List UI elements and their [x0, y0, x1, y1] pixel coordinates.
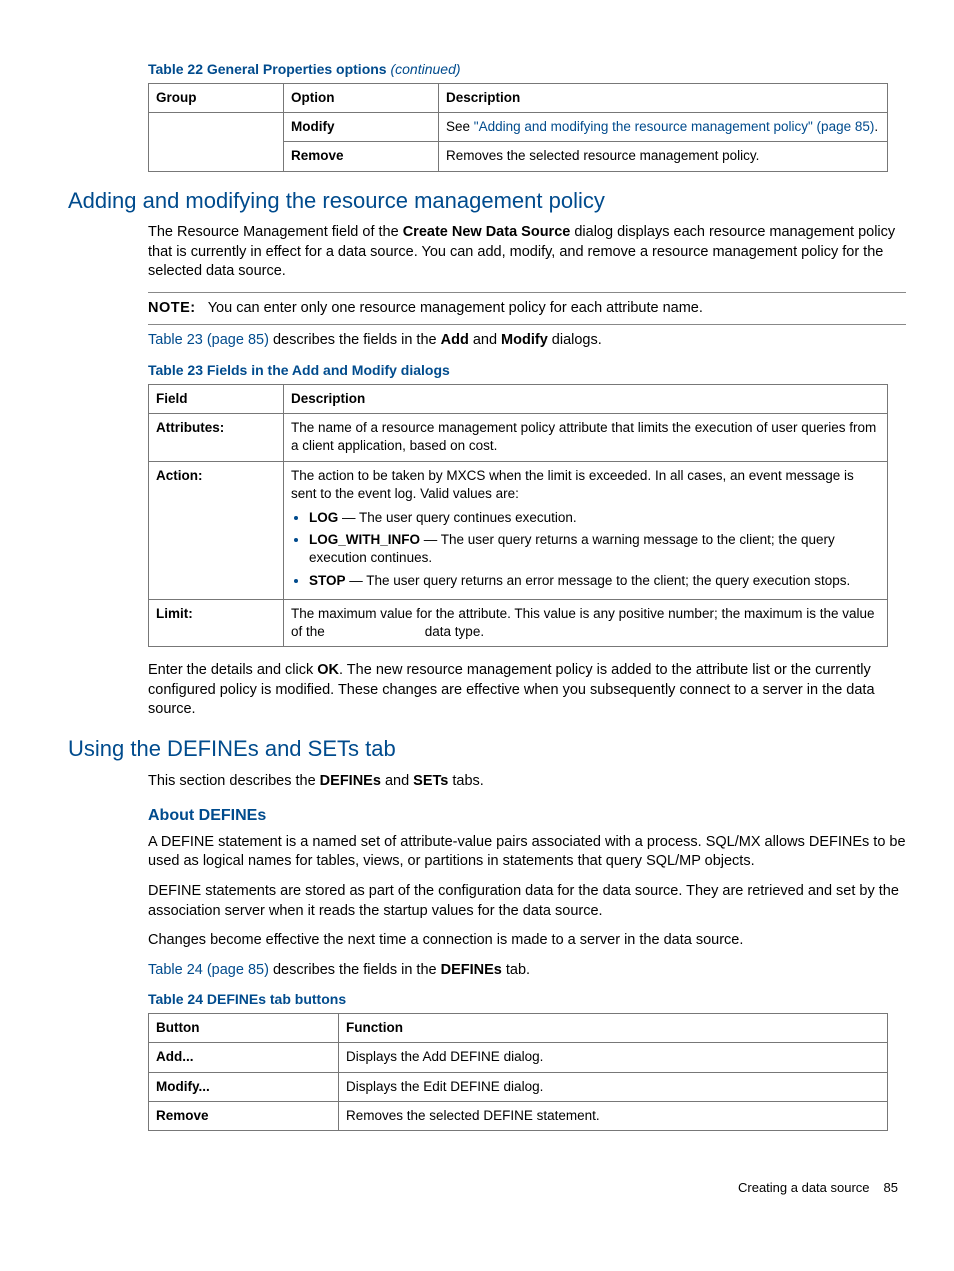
- td-function: Displays the Add DEFINE dialog.: [339, 1043, 888, 1072]
- th-function: Function: [339, 1014, 888, 1043]
- td-button: Modify...: [149, 1072, 339, 1101]
- th-field: Field: [149, 384, 284, 413]
- txt: data type.: [425, 624, 484, 639]
- txt: — The user query returns an error messag…: [346, 573, 851, 588]
- table-row: Add... Displays the Add DEFINE dialog.: [149, 1043, 888, 1072]
- table-row: Modify See "Adding and modifying the res…: [149, 113, 888, 142]
- table23: Field Description Attributes: The name o…: [148, 384, 888, 647]
- list-item: STOP — The user query returns an error m…: [309, 572, 880, 590]
- note-label: NOTE:: [148, 300, 196, 316]
- desc-link[interactable]: "Adding and modifying the resource manag…: [474, 119, 875, 134]
- td-function: Displays the Edit DEFINE dialog.: [339, 1072, 888, 1101]
- table22-caption: Table 22 General Properties options (con…: [148, 60, 906, 79]
- table-header-row: Field Description: [149, 384, 888, 413]
- td-option: Modify: [284, 113, 439, 142]
- bold: OK: [317, 662, 339, 678]
- bold: SETs: [413, 773, 448, 789]
- subsection-about-defines: About DEFINEs: [148, 805, 906, 827]
- th-description: Description: [439, 83, 888, 112]
- bold: Add: [441, 332, 469, 348]
- action-list: LOG — The user query continues execution…: [291, 509, 880, 590]
- para-after-table23: Enter the details and click OK. The new …: [148, 661, 906, 720]
- table-row: Remove Removes the selected DEFINE state…: [149, 1101, 888, 1130]
- txt: and: [381, 773, 413, 789]
- bold: Modify: [501, 332, 548, 348]
- td-field: Attributes:: [149, 414, 284, 461]
- txt: describes the fields in the: [269, 332, 441, 348]
- td-desc: Removes the selected resource management…: [439, 142, 888, 171]
- td-option: Remove: [284, 142, 439, 171]
- para-define-3: Changes become effective the next time a…: [148, 931, 906, 951]
- table-row: Limit: The maximum value for the attribu…: [149, 599, 888, 646]
- txt: dialogs.: [548, 332, 602, 348]
- td-button: Remove: [149, 1101, 339, 1130]
- td-function: Removes the selected DEFINE statement.: [339, 1101, 888, 1130]
- bold: LOG: [309, 510, 338, 525]
- td-desc: The name of a resource management policy…: [284, 414, 888, 461]
- bold: LOG_WITH_INFO: [309, 532, 420, 547]
- table23-link[interactable]: Table 23 (page 85): [148, 332, 269, 348]
- th-description: Description: [284, 384, 888, 413]
- desc-suffix: .: [874, 119, 878, 134]
- th-option: Option: [284, 83, 439, 112]
- th-button: Button: [149, 1014, 339, 1043]
- table22-caption-text: Table 22 General Properties options: [148, 61, 387, 77]
- td-group: [149, 113, 284, 171]
- table23-caption: Table 23 Fields in the Add and Modify di…: [148, 361, 906, 380]
- table22-continued: (continued): [390, 61, 460, 77]
- td-field: Action:: [149, 461, 284, 599]
- td-field: Limit:: [149, 599, 284, 646]
- txt: The maximum value for the attribute. Thi…: [291, 606, 875, 639]
- divider: [148, 292, 906, 293]
- txt: describes the fields in the: [269, 962, 441, 978]
- bold: Create New Data Source: [403, 224, 571, 240]
- txt: and: [469, 332, 501, 348]
- para-table24-intro: Table 24 (page 85) describes the fields …: [148, 961, 906, 981]
- section-title-defines-sets: Using the DEFINEs and SETs tab: [68, 734, 906, 764]
- bold: DEFINEs: [320, 773, 381, 789]
- th-group: Group: [149, 83, 284, 112]
- divider: [148, 324, 906, 325]
- note-line: NOTE: You can enter only one resource ma…: [148, 299, 906, 319]
- table-row: Attributes: The name of a resource manag…: [149, 414, 888, 461]
- footer-page: 85: [884, 1179, 898, 1197]
- list-item: LOG_WITH_INFO — The user query returns a…: [309, 531, 880, 567]
- table24-caption: Table 24 DEFINEs tab buttons: [148, 990, 906, 1009]
- table24: Button Function Add... Displays the Add …: [148, 1013, 888, 1131]
- table22: Group Option Description Modify See "Add…: [148, 83, 888, 172]
- para-defines-intro: This section describes the DEFINEs and S…: [148, 772, 906, 792]
- para-define-2: DEFINE statements are stored as part of …: [148, 882, 906, 921]
- page-footer: Creating a data source 85: [48, 1179, 906, 1197]
- txt: Enter the details and click: [148, 662, 317, 678]
- list-item: LOG — The user query continues execution…: [309, 509, 880, 527]
- section-title-resource-policy: Adding and modifying the resource manage…: [68, 186, 906, 216]
- bold: STOP: [309, 573, 346, 588]
- td-desc: The maximum value for the attribute. Thi…: [284, 599, 888, 646]
- para-define-1: A DEFINE statement is a named set of att…: [148, 833, 906, 872]
- txt: tabs.: [448, 773, 483, 789]
- desc-prefix: See: [446, 119, 474, 134]
- para-resource-intro: The Resource Management field of the Cre…: [148, 223, 906, 282]
- bold: DEFINEs: [441, 962, 502, 978]
- table-header-row: Button Function: [149, 1014, 888, 1043]
- footer-text: Creating a data source: [738, 1179, 870, 1197]
- txt: — The user query continues execution.: [338, 510, 576, 525]
- txt: This section describes the: [148, 773, 320, 789]
- txt: tab.: [502, 962, 530, 978]
- td-button: Add...: [149, 1043, 339, 1072]
- txt: The Resource Management field of the: [148, 224, 403, 240]
- table-row: Modify... Displays the Edit DEFINE dialo…: [149, 1072, 888, 1101]
- td-desc: See "Adding and modifying the resource m…: [439, 113, 888, 142]
- table-row: Action: The action to be taken by MXCS w…: [149, 461, 888, 599]
- para-table23-intro: Table 23 (page 85) describes the fields …: [148, 331, 906, 351]
- note-text: You can enter only one resource manageme…: [208, 300, 703, 316]
- table24-link[interactable]: Table 24 (page 85): [148, 962, 269, 978]
- td-desc: The action to be taken by MXCS when the …: [284, 461, 888, 599]
- action-intro: The action to be taken by MXCS when the …: [291, 468, 854, 501]
- table-header-row: Group Option Description: [149, 83, 888, 112]
